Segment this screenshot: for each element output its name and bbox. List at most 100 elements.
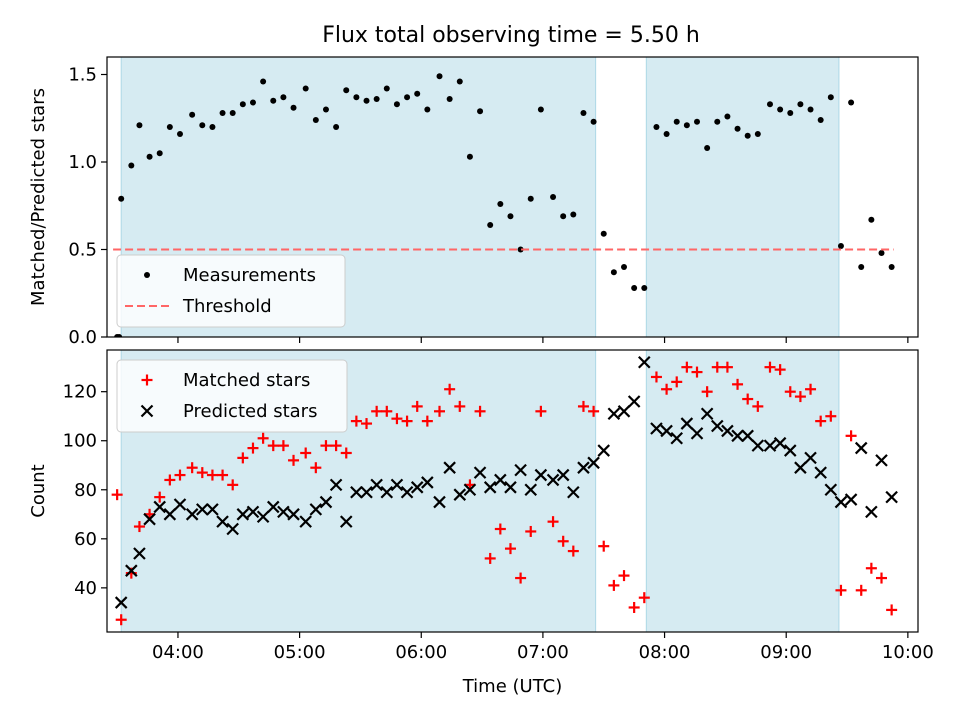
measurement-point: [570, 211, 577, 218]
matched-stars-point: [174, 469, 186, 481]
matched-stars-point: [681, 361, 693, 373]
x-stroke: [453, 488, 467, 501]
measurement-point: [229, 110, 236, 116]
measurement-point: [424, 106, 431, 113]
measurement-point: [128, 162, 135, 169]
matched-stars-point: [835, 584, 847, 596]
measurement-point: [393, 101, 400, 108]
predicted-stars-point: [731, 429, 744, 443]
measurement-point: [456, 78, 463, 85]
measurement-point: [249, 99, 256, 106]
predicted-stars-point: [524, 483, 538, 497]
matched-stars-point: [434, 405, 446, 417]
matched-stars-point: [711, 361, 723, 373]
x-stroke: [299, 515, 312, 528]
x-stroke: [783, 444, 797, 457]
x-stroke: [804, 451, 817, 465]
matched-stars-point: [577, 400, 589, 412]
matched-stars-point: [701, 386, 713, 398]
predicted-stars-point: [196, 503, 209, 516]
matched-stars-point: [628, 601, 640, 613]
measurement-point: [817, 117, 824, 123]
y-tick-label: 100: [63, 431, 97, 452]
measurement-point: [641, 285, 648, 291]
x-stroke: [834, 495, 848, 509]
measurement-point: [260, 78, 267, 85]
measurement-point: [694, 118, 701, 125]
x-stroke: [196, 503, 209, 516]
measurement-point: [580, 110, 587, 116]
predicted-stars-point: [875, 454, 888, 467]
matched-stars-point: [794, 391, 806, 403]
x-tick-label: 05:00: [274, 642, 326, 663]
x-stroke: [546, 473, 560, 487]
measurement-point: [156, 150, 163, 157]
x-stroke: [638, 355, 651, 369]
x-stroke: [556, 468, 570, 482]
measurement-point: [683, 122, 690, 129]
predicted-stars-point: [400, 485, 414, 499]
observing-window: [646, 350, 839, 632]
measurement-point: [383, 85, 390, 92]
x-stroke: [483, 481, 497, 494]
x-stroke: [410, 481, 424, 494]
matched-stars-point: [515, 572, 527, 584]
predicted-stars-point: [741, 429, 754, 443]
predicted-stars-point: [680, 417, 694, 430]
predicted-stars-point: [299, 515, 312, 528]
matched-stars-point: [350, 415, 362, 427]
x-tick-label: 08:00: [639, 642, 691, 663]
matched-stars-point: [217, 469, 229, 481]
matched-stars-point: [310, 462, 322, 474]
x-stroke: [329, 478, 343, 492]
x-stroke: [433, 495, 446, 509]
measurement-point: [888, 264, 895, 270]
x-stroke: [741, 429, 754, 443]
observing-window: [646, 57, 839, 337]
x-stroke: [173, 498, 187, 511]
x-stroke: [339, 515, 353, 528]
predicted-stars-point: [236, 508, 250, 521]
x-stroke: [153, 500, 166, 514]
predicted-stars-point: [690, 427, 704, 440]
x-stroke: [400, 485, 414, 499]
x-stroke: [277, 505, 290, 519]
predicted-stars-point: [380, 485, 394, 499]
measurement-point: [837, 243, 844, 249]
measurement-point: [663, 131, 670, 137]
x-tick-label: 06:00: [395, 642, 447, 663]
y-tick-label: 120: [63, 382, 97, 403]
predicted-stars-point: [751, 439, 765, 452]
legend-label: Predicted stars: [183, 401, 317, 422]
measurement-point: [560, 213, 567, 220]
predicted-stars-point: [514, 463, 527, 477]
y-tick-label: 80: [74, 480, 97, 501]
predicted-stars-point: [804, 451, 817, 465]
counts-panel: 04:00 05:00 06:00 07:00 08:00 09:00 10:00 40 60 8…: [28, 349, 934, 697]
matched-stars-point: [784, 386, 796, 398]
matched-stars-point: [206, 469, 218, 481]
predicted-stars-point: [577, 461, 590, 474]
matched-stars-point: [661, 383, 673, 395]
predicted-stars-point: [865, 505, 878, 519]
x-tick-label: 10:00: [882, 642, 934, 663]
legend-box: [116, 254, 346, 328]
x-stroke: [660, 424, 673, 438]
measurement-point: [322, 106, 329, 113]
predicted-stars-point: [534, 468, 548, 482]
x-stroke: [751, 439, 765, 452]
measurement-point: [118, 195, 125, 202]
x-stroke: [690, 427, 704, 440]
matched-stars-point: [504, 543, 516, 555]
measurement-point: [734, 125, 741, 132]
predicted-stars-point: [173, 498, 187, 511]
measurement-point: [744, 132, 751, 139]
x-stroke: [143, 512, 156, 526]
matched-stars-point: [557, 535, 569, 547]
predicted-stars-point: [309, 503, 323, 516]
x-stroke: [534, 468, 548, 482]
x-stroke: [360, 485, 373, 499]
predicted-stars-point: [546, 473, 560, 487]
x-stroke: [587, 456, 600, 470]
